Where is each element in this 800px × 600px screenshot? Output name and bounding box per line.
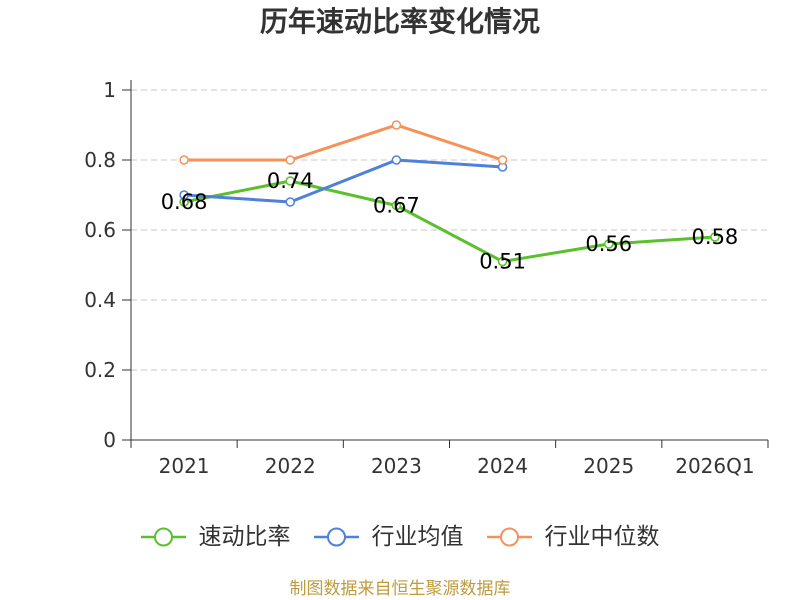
data-point-marker-industry-median: [497, 155, 508, 165]
data-point-marker-industry-median: [391, 120, 402, 130]
legend-line-marker-icon: [486, 527, 532, 547]
series-line-industry-average: [182, 158, 505, 204]
legend-line-marker-icon: [313, 527, 359, 547]
x-tick-label: 2026Q1: [675, 454, 754, 478]
x-tick-label: 2024: [477, 454, 528, 478]
y-gridlines: [131, 89, 768, 371]
legend-label: 行业均值: [371, 524, 464, 550]
x-axis: 2021 2022 2023 2024 2025 2026Q1: [130, 439, 769, 478]
y-tick-label: 0: [103, 428, 116, 452]
legend-item-industry-median[interactable]: 行业中位数: [486, 522, 660, 552]
data-point-marker-industry-average: [391, 155, 402, 165]
x-tick-label: 2022: [265, 454, 316, 478]
data-point-marker-quick-ratio: [710, 232, 720, 242]
y-tick-label: 0.4: [84, 288, 116, 312]
data-point-marker-industry-average: [285, 197, 295, 207]
x-tick-label: 2021: [159, 454, 210, 478]
data-point-markers: [179, 120, 720, 267]
y-tick-label: 0.6: [84, 218, 116, 242]
series-line-industry-median: [182, 123, 505, 162]
y-tick-label: 1: [103, 78, 116, 102]
data-point-marker-industry-median: [179, 155, 189, 165]
data-label: 0.67: [373, 194, 420, 218]
x-tick-label: 2023: [371, 454, 422, 478]
legend-line-marker-icon: [140, 527, 186, 547]
data-point-marker-quick-ratio: [391, 200, 402, 211]
y-axis: 0 0.2 0.4 0.6 0.8 1: [84, 78, 132, 452]
y-tick-label: 0.2: [84, 358, 116, 382]
data-label: 0.56: [585, 232, 632, 256]
data-label: 0.68: [161, 190, 208, 214]
legend-item-industry-average[interactable]: 行业均值: [313, 522, 464, 552]
data-point-marker-industry-median: [285, 155, 295, 165]
y-tick-label: 0.8: [84, 148, 116, 172]
data-point-marker-quick-ratio: [604, 239, 614, 249]
data-point-marker-quick-ratio: [497, 256, 508, 267]
chart-title: 历年速动比率变化情况: [259, 5, 540, 38]
x-tick-label: 2025: [583, 454, 634, 478]
legend: 速动比率 行业均值 行业中位数: [0, 522, 800, 552]
data-point-marker-quick-ratio: [285, 176, 295, 186]
series-line-quick-ratio: [182, 179, 717, 263]
data-labels: 0.68 0.74 0.67 0.51 0.56 0.58: [161, 169, 739, 274]
series-lines: [182, 123, 717, 263]
data-label: 0.74: [267, 169, 314, 193]
data-point-marker-industry-average: [179, 190, 189, 200]
data-label: 0.58: [692, 225, 739, 249]
legend-label: 速动比率: [198, 524, 291, 550]
legend-label: 行业中位数: [544, 524, 660, 550]
data-label: 0.51: [479, 250, 526, 274]
legend-item-quick-ratio[interactable]: 速动比率: [140, 522, 291, 552]
data-source-note: 制图数据来自恒生聚源数据库: [289, 579, 511, 599]
